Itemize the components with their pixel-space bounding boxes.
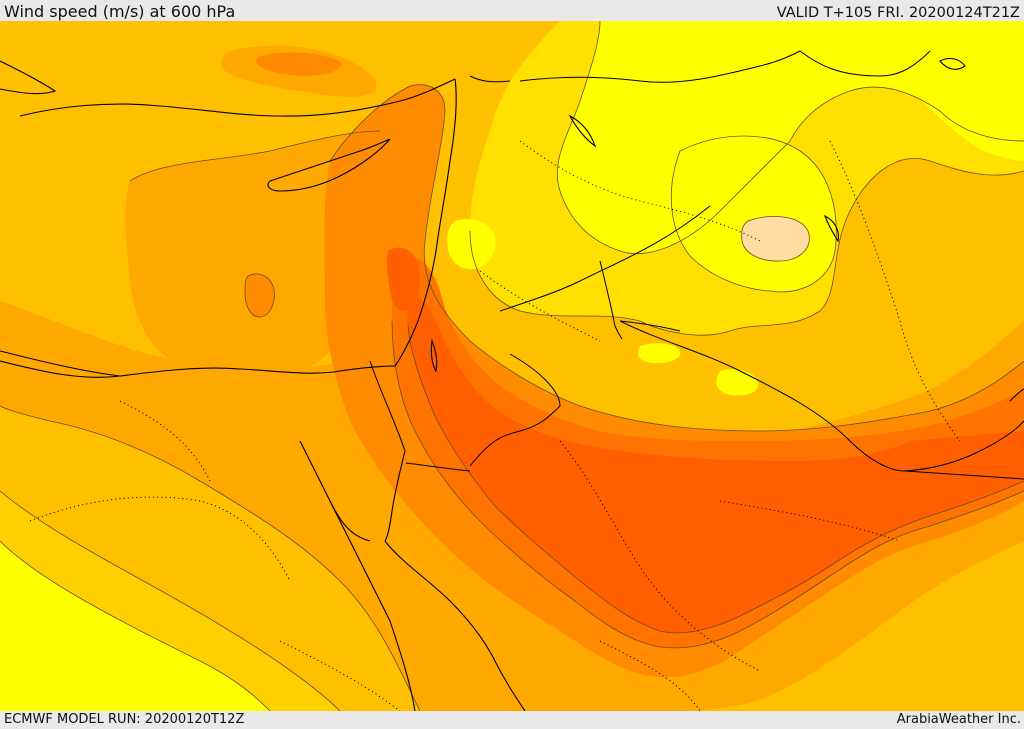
coast-red-sea-east	[384, 540, 526, 711]
yellow-patch-jordan	[637, 343, 681, 363]
coast-red-sea-west	[329, 500, 416, 711]
contour-line	[244, 273, 275, 318]
border-iraq-saudi	[619, 320, 1024, 480]
border-syria-jordan	[499, 205, 711, 312]
country-borders	[0, 50, 1024, 480]
coast-egypt-north	[0, 360, 396, 378]
border-jordan-iraq	[619, 320, 681, 332]
province-boundaries	[29, 140, 961, 711]
wind-speed-map	[0, 21, 1024, 711]
border-egypt-libya	[0, 350, 121, 377]
coast-iran-lake	[939, 57, 966, 70]
contour-fill-iran-yellow	[879, 33, 1024, 161]
credit-label: ArabiaWeather Inc.	[896, 712, 1021, 727]
model-run-label: ECMWF MODEL RUN: 20200120T12Z	[4, 712, 245, 727]
highest-patch-syria-coast	[386, 247, 420, 311]
contour-line	[556, 21, 1024, 254]
border-iraq-kuwait	[904, 420, 1024, 472]
coast-gulf-aqaba	[384, 450, 406, 542]
footer-bar	[0, 711, 1024, 729]
border-syria-turkey	[469, 75, 511, 83]
coast-crete-islands	[0, 60, 57, 95]
contour-fill-sw-light	[0, 491, 340, 711]
coastlines	[0, 57, 1024, 711]
contour-line	[391, 320, 1024, 649]
border-iraq-saudi-west	[599, 260, 623, 340]
border-egypt-israel	[369, 360, 406, 452]
contour-fill-sw-yellow	[0, 541, 270, 711]
yellow-patch-iraq-small	[716, 369, 759, 396]
contour-line	[469, 158, 1024, 336]
coast-lake-assad	[568, 114, 597, 148]
coast-dead-sea	[430, 338, 438, 373]
coast-mediterranean-north	[19, 78, 456, 117]
calm-patch-iraq	[741, 216, 810, 262]
contour-fill-north-darker	[256, 52, 341, 76]
contour-line	[407, 325, 1024, 634]
coast-persian-gulf	[1009, 388, 1024, 402]
coast-gulf-of-suez	[299, 440, 371, 542]
header-bar	[0, 0, 1024, 21]
contour-line	[0, 405, 421, 711]
contour-line	[741, 216, 810, 262]
border-saudi-jordan-line	[405, 462, 471, 472]
contour-fill-highest	[407, 297, 1024, 633]
coast-levant	[394, 78, 457, 367]
small-patch-cyprus-sea	[245, 273, 275, 317]
coast-lake-tharthar	[823, 214, 839, 243]
contour-line	[0, 540, 271, 711]
contour-line	[0, 490, 341, 711]
contour-line	[129, 130, 381, 182]
border-iraq-iran	[799, 50, 931, 77]
coast-cyprus	[267, 138, 391, 192]
border-jordan-saudi	[469, 353, 561, 467]
map-title: Wind speed (m/s) at 600 hPa	[4, 2, 236, 21]
contour-line	[329, 84, 1024, 432]
border-syria-iraq	[519, 50, 801, 83]
yellow-patch-syria	[447, 219, 496, 270]
valid-time-label: VALID T+105 FRI. 20200124T21Z	[776, 5, 1020, 21]
contour-lines	[0, 21, 1024, 711]
contour-line	[670, 135, 837, 293]
